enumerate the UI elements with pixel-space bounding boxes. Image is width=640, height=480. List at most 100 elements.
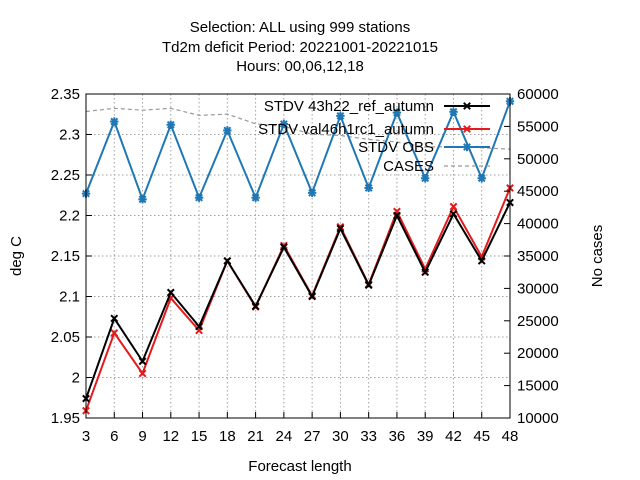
legend: STDV 43h22_ref_autumn STDV val46h1rc1_aut… [258, 98, 490, 175]
y-tick-label: 2.3 [59, 127, 80, 144]
data-point [279, 243, 288, 251]
marker-stroke [138, 357, 147, 366]
data-point [336, 224, 345, 233]
legend-label: STDV OBS [358, 139, 434, 156]
data-point [279, 119, 289, 129]
x-tick-label: 48 [502, 428, 519, 445]
marker-stroke [477, 256, 486, 265]
y2-tick-label: 60000 [517, 86, 559, 103]
y-tick-label: 2 [72, 370, 80, 387]
legend-label: STDV 43h22_ref_autumn [264, 98, 434, 115]
data-point [110, 314, 119, 323]
marker-stroke [393, 211, 401, 220]
grid-layer [86, 94, 510, 418]
data-point [449, 209, 458, 218]
x-tick-label: 6 [110, 428, 118, 445]
series-line [85, 202, 511, 399]
data-point [138, 369, 147, 378]
legend-label: CASES [383, 158, 434, 175]
x-tick-label: 42 [445, 428, 462, 445]
marker-stroke [308, 292, 317, 301]
marker-stroke [195, 322, 203, 331]
y2-tick-label: 30000 [517, 280, 559, 297]
x-axis-ticks: 3 6 9 12 15 18 21 24 27 30 33 36 39 42 45 48 [82, 412, 519, 445]
data-point [166, 120, 175, 129]
y2-tick-label: 50000 [517, 151, 559, 168]
data-point [364, 183, 373, 193]
x-tick-label: 30 [332, 428, 349, 445]
marker-stroke [336, 224, 345, 233]
data-point [110, 117, 119, 126]
data-point [251, 302, 260, 311]
y2-tick-label: 35000 [517, 248, 559, 265]
y2-tick-label: 45000 [517, 183, 559, 200]
x-tick-label: 24 [276, 428, 293, 445]
y-tick-label: 1.95 [51, 410, 80, 427]
x-tick-label: 36 [389, 428, 406, 445]
marker-stroke [223, 256, 232, 265]
marker-stroke [449, 209, 458, 218]
x-tick-label: 39 [417, 428, 434, 445]
data-point [251, 193, 260, 202]
data-point [477, 174, 486, 183]
data-point [336, 111, 345, 121]
x-tick-label: 27 [304, 428, 321, 445]
y2-tick-label: 40000 [517, 216, 559, 233]
x-tick-label: 45 [473, 428, 490, 445]
y2-tick-label: 15000 [517, 378, 559, 395]
data-point [364, 281, 373, 290]
y2-tick-label: 25000 [517, 313, 559, 330]
data-point [195, 322, 203, 331]
legend-entry: STDV OBS [358, 139, 490, 156]
x-tick-label: 15 [191, 428, 208, 445]
marker-stroke [166, 288, 175, 297]
y2-axis-label: No cases [589, 225, 606, 288]
legend-entry: CASES [383, 158, 490, 175]
x-tick-label: 21 [247, 428, 264, 445]
x-tick-label: 3 [82, 428, 90, 445]
y2-tick-label: 10000 [517, 410, 559, 427]
y2-axis-ticks: 10000 15000 20000 25000 30000 35000 40000 45000… [504, 86, 559, 427]
data-point [166, 288, 175, 297]
y-tick-label: 2.25 [51, 167, 80, 184]
series-1 [82, 184, 514, 415]
marker-stroke [110, 329, 119, 337]
legend-label: STDV val46h1rc1_autumn [258, 121, 434, 138]
marker-stroke [421, 268, 430, 277]
series-line [85, 100, 511, 203]
data-point [477, 256, 486, 265]
series-2 [81, 97, 515, 204]
x-tick-label: 12 [162, 428, 179, 445]
series-0 [82, 198, 514, 403]
y-tick-label: 2.2 [59, 208, 80, 225]
y-tick-label: 2.05 [51, 329, 80, 346]
series-layer [81, 97, 515, 415]
title-line-3: Hours: 00,06,12,18 [236, 58, 364, 75]
marker-stroke [449, 202, 458, 211]
y-axis-ticks: 1.95 2 2.05 2.1 2.15 2.2 2.25 2.3 2.35 [51, 86, 92, 427]
legend-entry: STDV val46h1rc1_autumn [258, 121, 490, 138]
legend-marker [463, 102, 471, 110]
data-point [223, 256, 232, 265]
title-line-2: Td2m deficit Period: 20221001-20221015 [162, 39, 438, 56]
data-point [449, 202, 458, 211]
y-tick-label: 2.35 [51, 86, 80, 103]
x-tick-label: 9 [138, 428, 146, 445]
y-tick-label: 2.15 [51, 248, 80, 265]
x-axis-label: Forecast length [248, 458, 351, 475]
marker-stroke [138, 369, 147, 378]
x-tick-label: 18 [219, 428, 236, 445]
x-tick-label: 33 [360, 428, 377, 445]
data-point [110, 329, 119, 337]
title-line-1: Selection: ALL using 999 stations [190, 19, 410, 36]
data-point [393, 211, 401, 220]
y2-tick-label: 20000 [517, 345, 559, 362]
legend-marker [462, 142, 472, 152]
marker-stroke [463, 102, 471, 110]
data-point [138, 357, 147, 366]
data-point [449, 107, 458, 117]
legend-entry: STDV 43h22_ref_autumn [264, 98, 490, 115]
data-point [421, 174, 430, 183]
y-axis-label: deg C [8, 236, 25, 276]
